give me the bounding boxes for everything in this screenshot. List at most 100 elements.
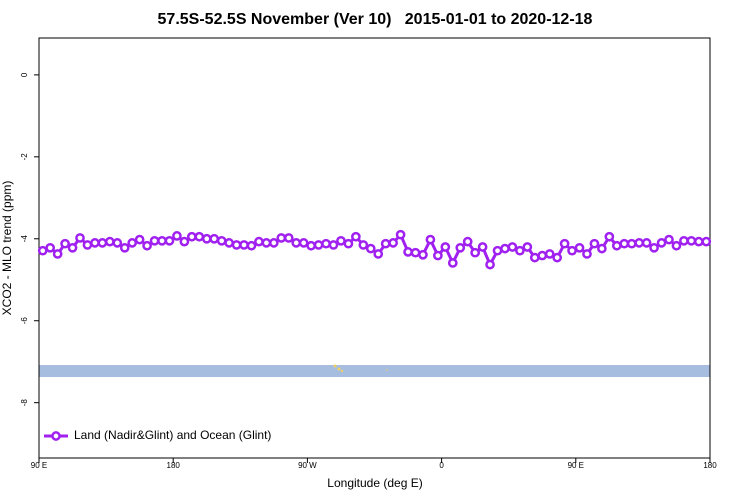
data-point [343,238,354,249]
data-point [567,245,577,256]
data-point [559,238,570,249]
data-point [656,238,667,248]
data-point [104,236,115,247]
y-tick-label: -2 [20,153,29,161]
data-point [291,238,302,248]
data-point [395,229,406,240]
data-point [619,238,630,249]
data-point [216,235,227,246]
data-point [679,235,689,246]
data-point [604,231,615,242]
data-point [380,238,391,249]
data-point [544,249,555,259]
data-point [119,242,130,253]
data-point [298,238,309,248]
data-point [45,242,56,253]
data-point [515,245,525,256]
data-point [157,235,167,246]
data-point [425,234,436,245]
data-point [328,240,339,250]
x-axis-label: Longitude (deg E) [327,476,422,490]
land-dot [340,369,344,373]
y-tick-label: -4 [20,235,29,243]
land-dot [386,369,388,371]
data-point [52,249,63,259]
legend-label: Land (Nadir&Glint) and Ocean (Glint) [74,428,271,442]
data-point [37,245,48,256]
data-point [529,252,540,263]
x-tick-label: 180 [167,461,181,470]
data-point [500,243,510,254]
data-point [112,238,123,248]
data-point [582,249,592,259]
data-point [462,236,473,247]
data-point [611,240,622,251]
data-point [246,240,257,251]
y-tick-label: -6 [20,317,29,325]
data-point [179,236,190,247]
data-point [440,242,451,252]
data-point [194,231,205,242]
data-point [306,240,316,251]
data-point [589,238,600,249]
x-tick-label: 90 E [31,461,47,470]
data-point [164,235,175,246]
land-dot [333,364,337,368]
data-point [127,238,138,248]
data-point [373,249,384,259]
land-strip [39,365,710,377]
data-point [671,240,682,251]
data-point [82,240,93,250]
data-point [209,233,220,244]
data-point [321,238,331,249]
data-point [403,247,413,257]
y-tick-label: 0 [20,72,29,77]
data-point [410,247,421,258]
data-point [693,236,704,247]
data-point [239,240,249,250]
data-point [142,240,152,251]
data-point [507,242,518,252]
data-point [641,238,652,248]
data-point [149,235,160,246]
data-point [522,242,533,252]
data-point [201,233,212,244]
data-point [97,238,108,248]
data-point [455,242,466,253]
x-tick-label: 0 [439,461,444,470]
data-point [552,252,563,263]
data-point [701,236,712,247]
y-axis-label: XCO2 - MLO trend (ppm) [0,181,14,316]
data-point [470,247,480,258]
data-point [626,238,637,249]
data-point [172,231,182,241]
data-point [664,234,674,245]
chart-title: 57.5S-52.5S November (Ver 10) 2015-01-01… [158,11,593,28]
data-point [686,235,697,246]
data-point [90,238,100,248]
legend-marker [51,431,61,441]
data-point [351,231,361,242]
data-point [649,242,659,253]
data-point [261,238,272,248]
data-point [492,245,503,256]
data-point [634,238,645,248]
data-point [231,240,242,250]
data-point [477,242,488,252]
y-tick-label: -8 [20,399,29,407]
data-point [186,231,197,242]
data-point [388,238,398,248]
data-point [365,243,376,254]
data-point [336,235,346,246]
data-point [485,259,495,270]
data-point [269,238,279,248]
data-point [75,233,85,243]
data-point [574,242,585,253]
x-tick-label: 90 W [298,461,317,470]
data-point [134,234,145,245]
data-point [67,242,78,253]
data-point [597,243,607,254]
data-point [276,233,287,243]
data-point [537,250,548,261]
